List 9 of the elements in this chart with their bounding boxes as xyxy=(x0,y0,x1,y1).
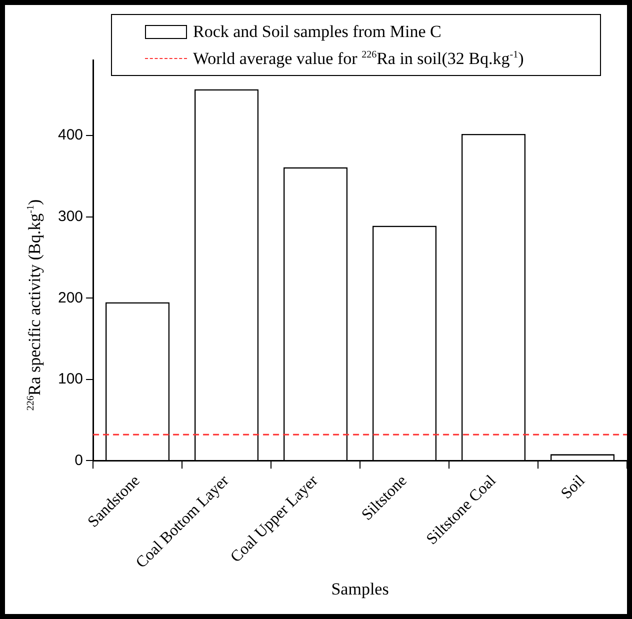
y-tick-label: 400 xyxy=(58,126,84,144)
x-tick-label: Soil xyxy=(558,472,589,503)
legend-label: World average value for $^{226}$Ra in soil(32 Bq.kg$^{-1}$) xyxy=(193,48,524,68)
x-axis-title: Samples xyxy=(331,579,389,598)
text: Rock and Soil samples from Mine C xyxy=(193,22,442,42)
y-tick-label: 0 xyxy=(74,452,84,469)
y-tick-label: 300 xyxy=(58,208,84,225)
y-tick-label: 200 xyxy=(58,289,84,306)
y-tick-label: 100 xyxy=(58,370,84,388)
